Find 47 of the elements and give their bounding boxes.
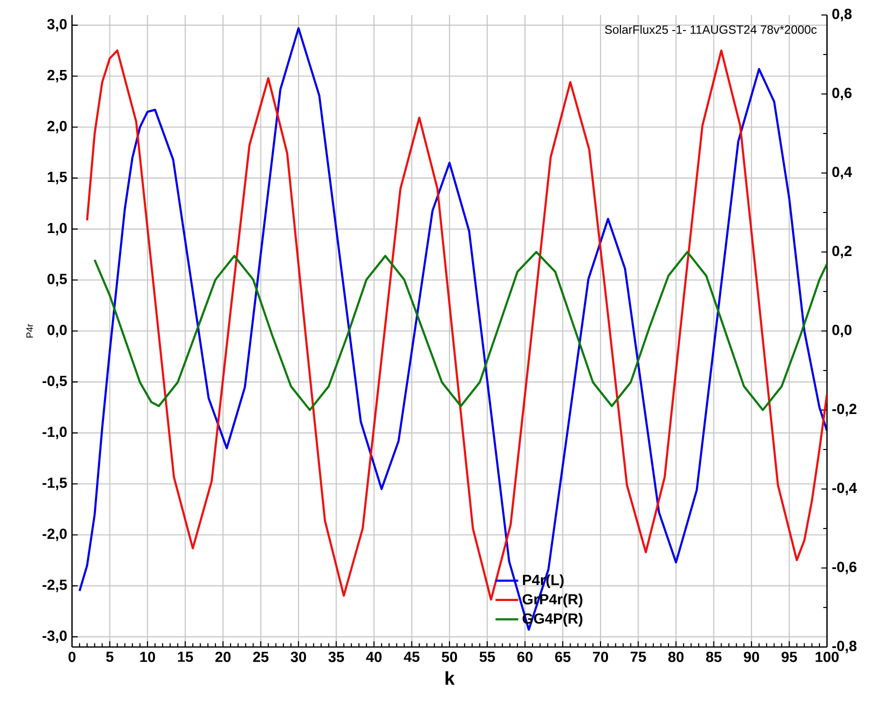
x-tick-label: 75: [630, 652, 646, 662]
x-tick-label: 30: [290, 652, 306, 662]
x-tick-label: 55: [480, 652, 495, 662]
x-tick-label: 65: [555, 652, 570, 662]
x-tick-label: 90: [744, 652, 760, 662]
y-tick-label: 2,5: [47, 70, 67, 82]
y-tick-label: 3,0: [47, 18, 67, 32]
y-tick-label: -1,5: [42, 478, 67, 490]
x-tick-label: 25: [253, 652, 268, 662]
x-tick-label: 5: [106, 652, 114, 662]
x-tick-label: 45: [404, 652, 420, 662]
x-axis-title: k: [446, 671, 455, 685]
x-tick-label: 80: [668, 652, 684, 662]
y-tick-label: -3,0: [42, 630, 67, 644]
x-tick-label: 50: [442, 652, 458, 662]
annotation: SolarFlux25 -1- 11AUGST24 78v*2000c: [604, 25, 817, 34]
y-tick-label: -2,5: [42, 580, 67, 592]
y-tick-label: 2,0: [47, 120, 67, 134]
y-tick-label: -1,0: [42, 426, 67, 440]
x-tick-label: 85: [706, 652, 722, 662]
x-tick-label: 70: [592, 652, 608, 662]
y-tick-label: -0,5: [42, 376, 67, 388]
y2-tick-label: 0,8: [832, 8, 852, 22]
y2-tick-label: 0,0: [832, 324, 852, 338]
x-tick-label: 95: [782, 652, 797, 662]
x-tick-label: 40: [366, 652, 382, 662]
y2-tick-label: -0,2: [832, 404, 856, 416]
y2-tick-label: 0,2: [832, 246, 852, 258]
x-tick-label: 100: [816, 652, 839, 662]
x-tick-label: 15: [178, 652, 193, 662]
x-tick-label: 10: [140, 652, 156, 662]
y-tick-label: 1,5: [48, 172, 67, 184]
y-tick-label: 0,5: [47, 274, 67, 286]
y-tick-label: 1,0: [48, 222, 67, 236]
y2-tick-label: -0,8: [832, 640, 857, 654]
y-tick-label: -2,0: [42, 528, 67, 542]
x-tick-label: 35: [328, 652, 344, 662]
line-series: [94, 250, 828, 412]
y2-tick-label: -0,6: [832, 562, 856, 574]
y-tick-label: 0,0: [47, 324, 67, 338]
y-axis-title: P4r: [26, 324, 33, 338]
x-tick-label: 60: [517, 652, 533, 662]
y2-tick-label: 0,4: [832, 166, 852, 180]
x-tick-label: 0: [68, 652, 76, 662]
y2-tick-label: 0,6: [832, 88, 852, 100]
y2-tick-label: -0,4: [832, 482, 857, 496]
x-tick-label: 20: [215, 652, 231, 662]
